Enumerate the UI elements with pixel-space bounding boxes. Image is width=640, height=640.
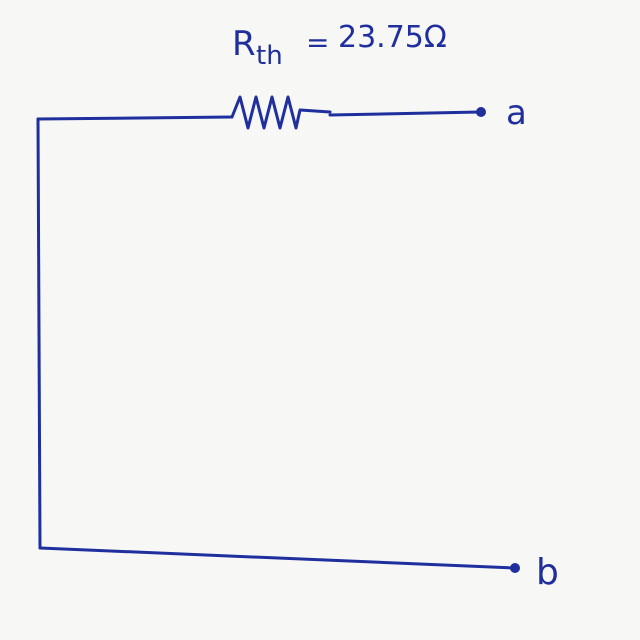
left-vertical-wire — [36, 117, 42, 550]
terminal-a-label: a — [506, 93, 527, 133]
resistance-label: R th = 23.75Ω — [232, 20, 447, 71]
resistor-subscript: th — [256, 41, 283, 71]
equals-sign: = — [306, 26, 329, 59]
terminal-b-label: b — [536, 552, 559, 593]
top-left-wire — [36, 115, 234, 121]
terminal-b-node — [510, 563, 520, 573]
resistance-value: 23.75Ω — [338, 20, 447, 55]
terminal-a-node — [476, 107, 486, 117]
top-right-wire — [328, 110, 482, 117]
resistor-symbol: R — [232, 24, 256, 64]
resistor-zigzag — [230, 95, 332, 130]
bottom-wire — [38, 546, 516, 570]
